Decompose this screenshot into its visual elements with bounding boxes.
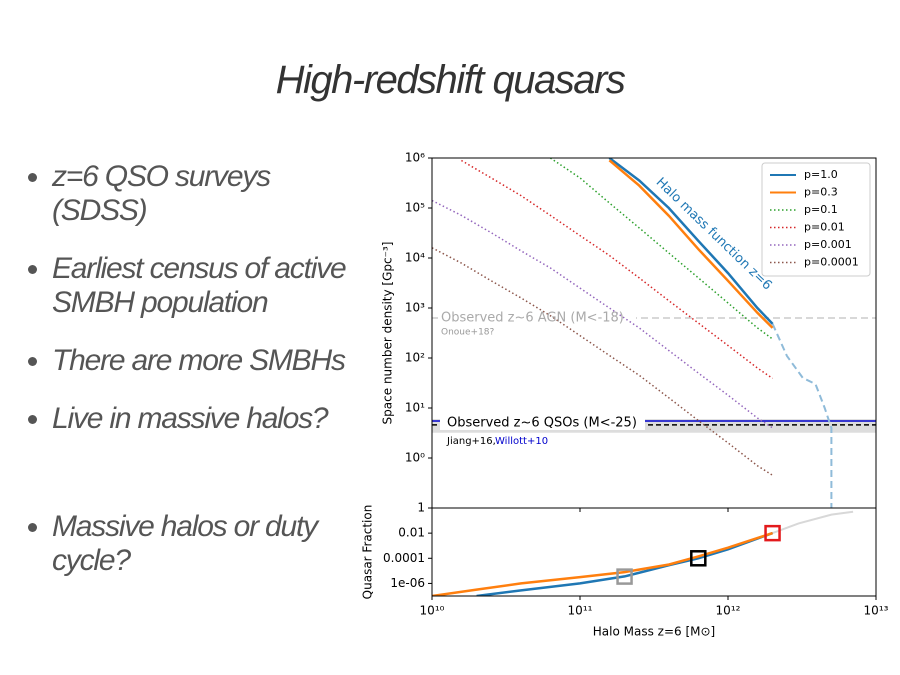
bullet: Massive halos or duty cycle?	[52, 510, 357, 578]
y-tick-label: 0.0001	[383, 551, 425, 565]
axes-frame	[431, 507, 877, 597]
series-line	[608, 158, 774, 325]
x-tick-label: 10¹¹	[568, 604, 593, 618]
y-tick-label: 10⁰	[405, 451, 425, 465]
series-line	[432, 531, 773, 596]
legend-label: p=0.01	[804, 221, 845, 234]
legend-label: p=0.3	[804, 186, 838, 199]
legend-label: p=0.1	[804, 203, 838, 216]
y-tick-label: 10³	[405, 301, 425, 315]
y-tick-label: 10⁴	[405, 251, 425, 265]
qso-label: Observed z~6 QSOs (M<-25)	[447, 415, 637, 430]
series-line	[608, 159, 774, 329]
bullet: z=6 QSO surveys (SDSS)	[52, 160, 357, 228]
y-tick-label: 0.01	[398, 526, 425, 540]
marker-square	[616, 568, 633, 585]
y-tick-label: 10¹	[405, 401, 425, 415]
y-axis-label: Quasar Fraction	[361, 505, 375, 600]
tail-line	[772, 510, 854, 535]
plot-area	[432, 158, 876, 508]
x-tick-label: 10¹⁰	[420, 604, 445, 618]
qso-source: Jiang+16,	[446, 436, 496, 447]
x-tick-label: 10¹²	[716, 604, 741, 618]
x-axis-label: Halo Mass z=6 [M⊙]	[593, 625, 715, 639]
marker-square	[764, 524, 781, 542]
agn-source: Onoue+18?	[441, 328, 495, 338]
agn-label: Observed z~6 AGN (M<-18)	[441, 311, 624, 326]
legend-label: p=0.001	[804, 238, 852, 251]
legend-label: p=1.0	[804, 168, 838, 181]
marker-square	[690, 550, 707, 567]
legend-label: p=0.0001	[804, 256, 859, 269]
bullet: Live in massive halos?	[52, 402, 357, 436]
series-line	[549, 158, 774, 340]
bullet-list: z=6 QSO surveys (SDSS) Earliest census o…	[22, 160, 357, 602]
bullet: There are more SMBHs	[52, 344, 357, 378]
y-tick-label: 10²	[405, 351, 425, 365]
hmf-label: Halo mass function z=6	[653, 175, 775, 293]
series-line	[476, 531, 774, 596]
hmf-line	[771, 323, 833, 508]
bullet: Earliest census of active SMBH populatio…	[52, 252, 357, 320]
y-tick-label: 10⁶	[405, 151, 425, 165]
y-tick-label: 1	[417, 501, 425, 515]
label-bg	[438, 309, 636, 326]
x-tick-label: 10¹³	[864, 604, 889, 618]
plot-area	[432, 510, 854, 596]
qso-source: Willott+10	[495, 436, 548, 447]
y-tick-label: 10⁵	[405, 201, 425, 215]
slide-title: High-redshift quasars	[275, 58, 626, 102]
legend-box	[761, 162, 871, 277]
label-bg	[440, 412, 645, 430]
y-tick-label: 1e-06	[390, 576, 425, 590]
y-axis-label: Space number density [Gpc⁻³]	[381, 242, 395, 425]
